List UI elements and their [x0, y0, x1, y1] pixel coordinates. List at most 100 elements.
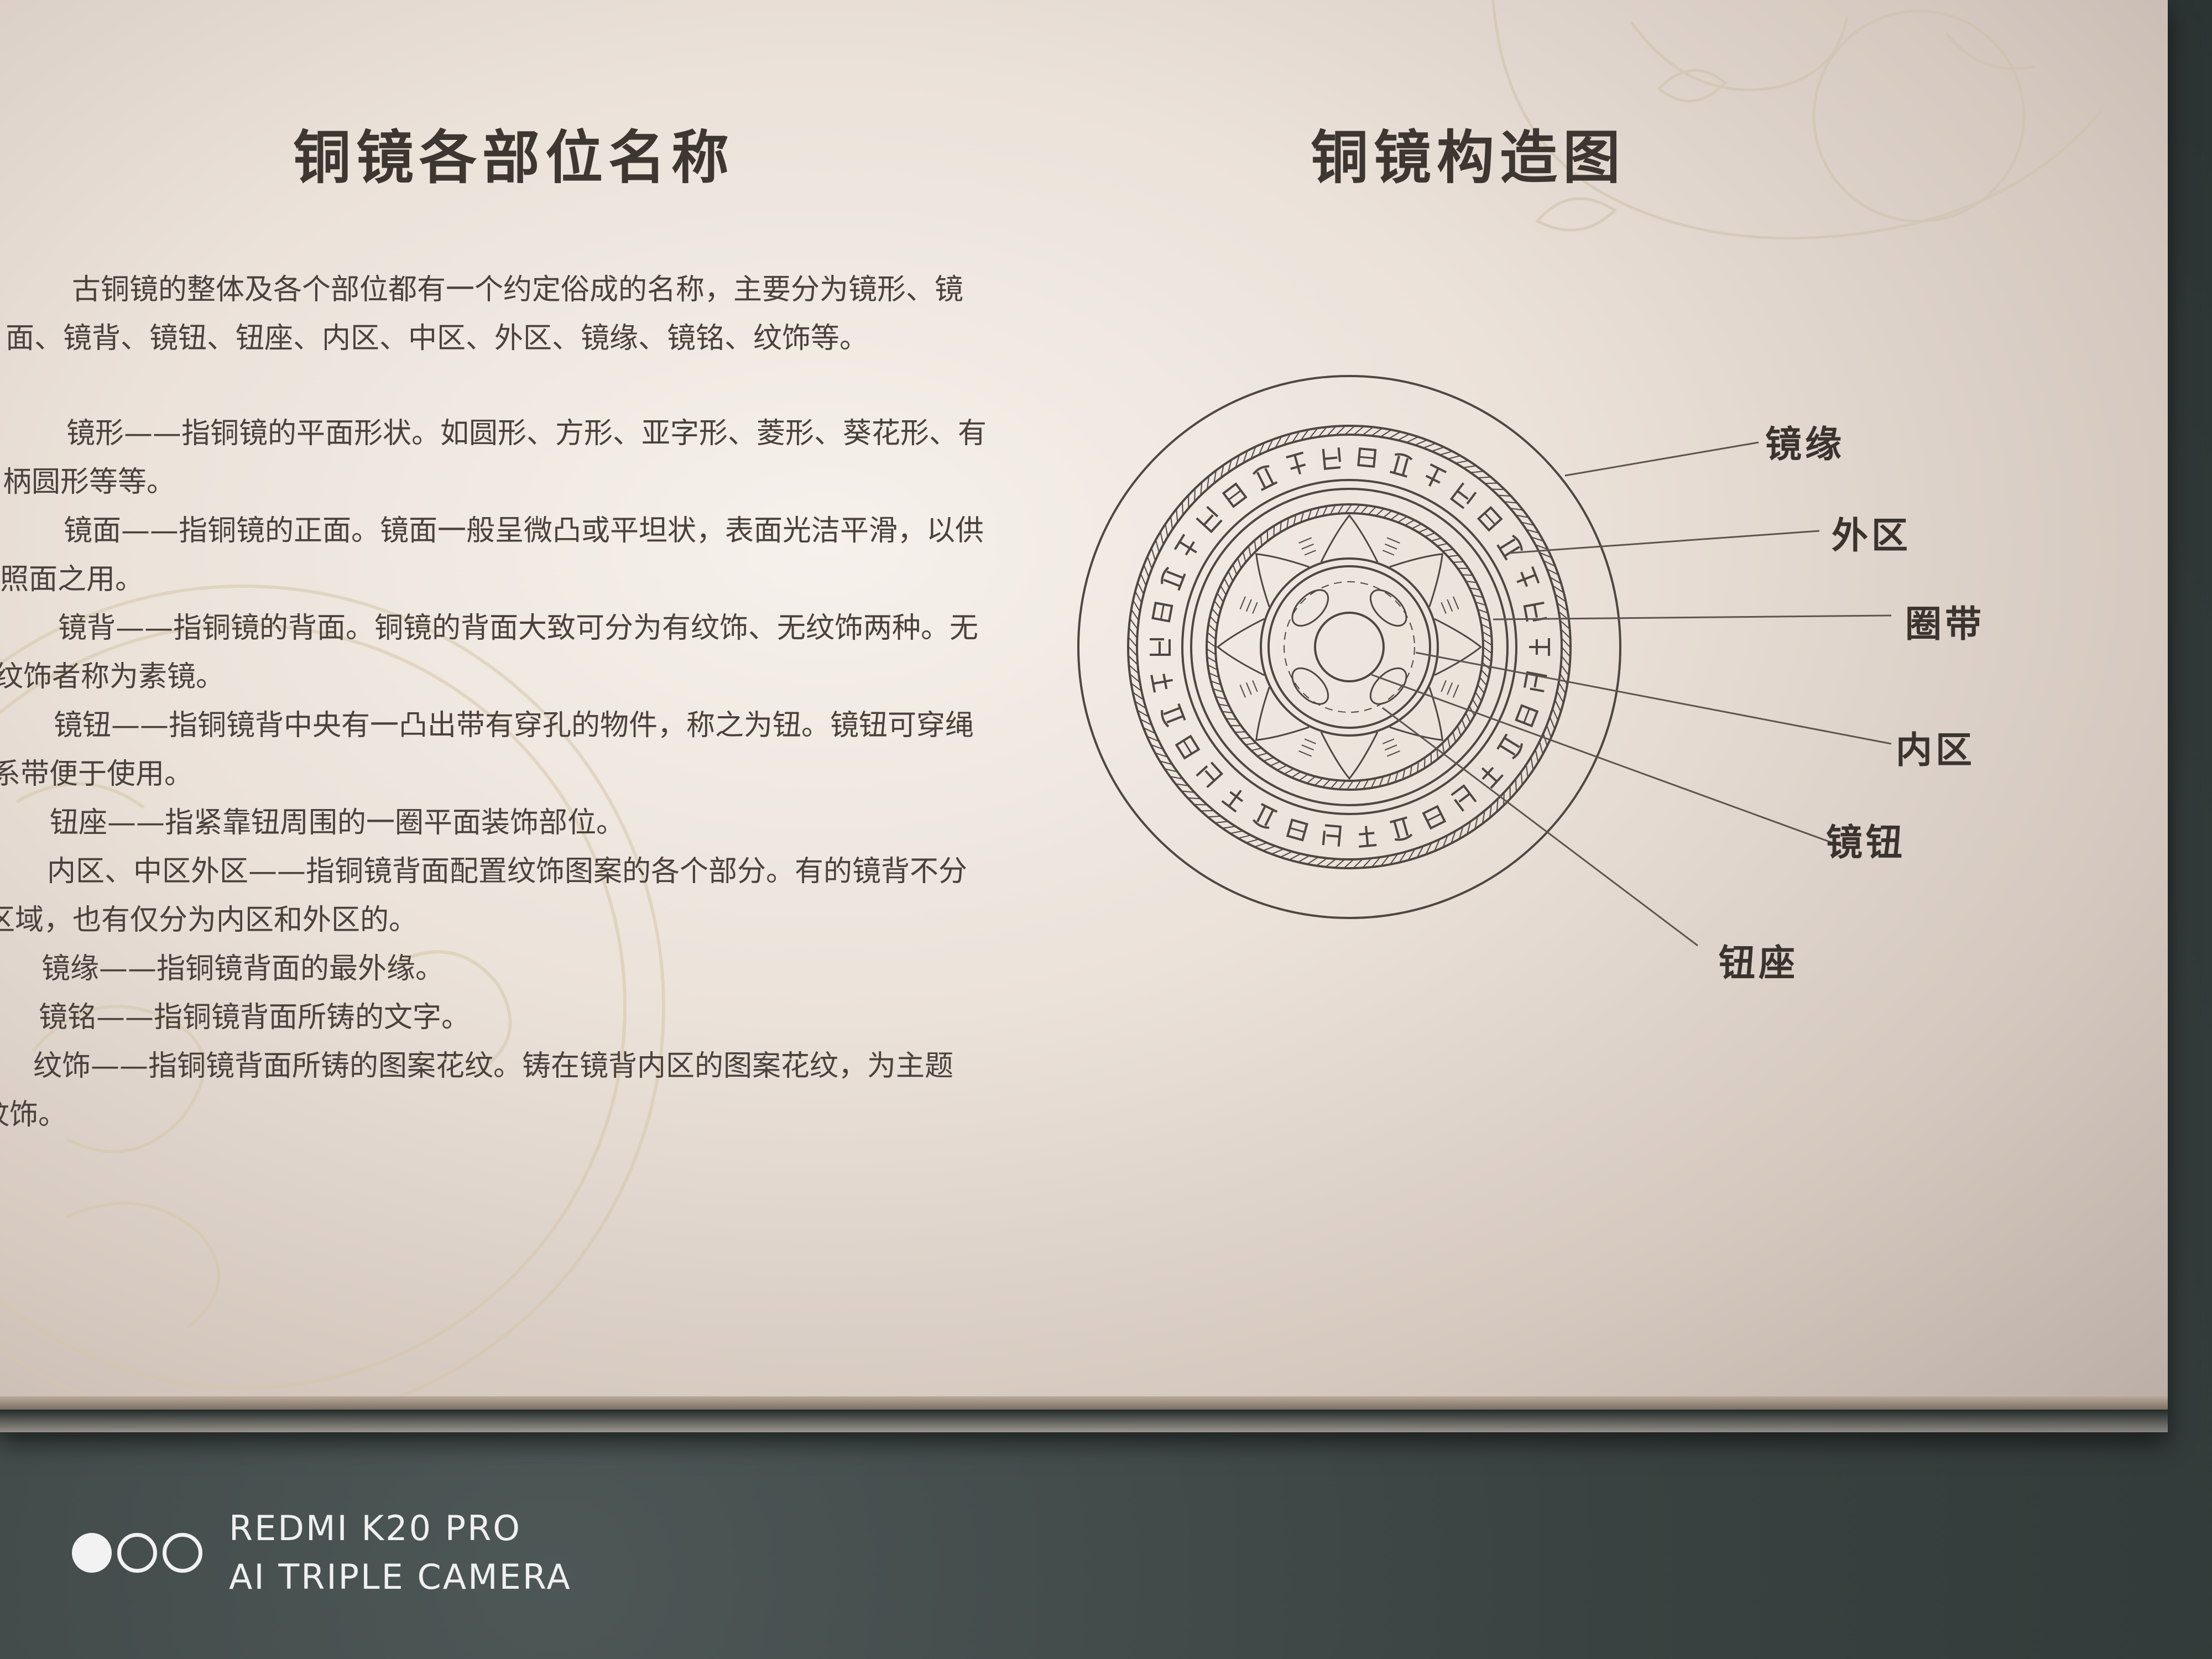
- band-hatch-mark: [1397, 516, 1407, 523]
- band-hatch-mark: [1206, 648, 1216, 655]
- band-hatch-mark: [1402, 768, 1406, 780]
- band-hatch-mark: [1353, 504, 1360, 514]
- label-rim: 镜缘: [1765, 422, 1845, 466]
- rim-hatch-mark: [1425, 842, 1432, 855]
- rim-hatch-mark: [1147, 556, 1152, 569]
- leader-line-inner-zone: [1415, 651, 1892, 745]
- rim-hatch-mark: [1442, 834, 1448, 848]
- rim-hatch-mark: [1498, 494, 1511, 497]
- definition-jingxing: 镜形——指铜镜的平面形状。如圆形、方形、亚字形、菱形、葵花形、有柄圆形等等。: [3, 409, 998, 507]
- band-hatch-mark: [1475, 691, 1482, 702]
- rim-hatch-mark: [1439, 451, 1453, 456]
- knob-base-leaf: [1291, 589, 1329, 627]
- rim-hatch-mark: [1389, 431, 1401, 439]
- petal-ornament: [1301, 744, 1314, 751]
- petal-ornament: [1386, 750, 1400, 757]
- rim-hatch-mark: [1334, 859, 1345, 868]
- band-hatch-mark: [1472, 698, 1479, 709]
- rim-hatch-mark: [1130, 682, 1142, 692]
- definition-text: 镜缘——指铜镜背面的最外缘。: [41, 952, 445, 985]
- petal-ornament: [1301, 543, 1314, 550]
- petal-ornament: [1245, 682, 1252, 695]
- petal-ornament: [1386, 537, 1400, 544]
- band-hatch-mark: [1481, 623, 1491, 630]
- band-hatch-mark: [1442, 743, 1445, 754]
- rim-hatch-mark: [1535, 749, 1539, 763]
- band-hatch-mark: [1346, 780, 1354, 790]
- band-hatch-mark: [1482, 654, 1492, 662]
- band-hatch-mark: [1477, 608, 1488, 614]
- leader-line-knob: [1371, 674, 1842, 847]
- band-hatch-mark: [1479, 616, 1490, 622]
- rim-hatch-mark: [1128, 646, 1138, 656]
- band-hatch-mark: [1242, 551, 1246, 563]
- rim-hatch-mark: [1416, 846, 1424, 858]
- inscription-glyph: [1496, 534, 1523, 561]
- rim-hatch-mark: [1160, 531, 1164, 545]
- rim-hatch-mark: [1335, 425, 1346, 436]
- label-inner-zone: 内区: [1896, 728, 1975, 771]
- band-hatch-mark: [1472, 594, 1484, 598]
- inscription-glyph: [1390, 816, 1413, 841]
- rim-hatch-mark: [1380, 429, 1392, 437]
- band-hatch-mark: [1232, 564, 1238, 575]
- rim-hatch-mark: [1143, 565, 1150, 578]
- petal-ornament: [1252, 602, 1258, 614]
- band-hatch-mark: [1448, 555, 1459, 557]
- rim-hatch-mark: [1525, 764, 1528, 778]
- definition-text: 内区、中区外区——指铜镜背面配置纹饰图案的各个部分。有的镜背不分区域，也有仅分为…: [0, 855, 968, 937]
- band-hatch-mark: [1345, 504, 1353, 514]
- rim-hatch-mark: [1155, 752, 1168, 758]
- rim-hatch-mark: [1291, 431, 1300, 443]
- rim-hatch-mark: [1489, 805, 1492, 818]
- rim-hatch-mark: [1288, 853, 1301, 860]
- rim-hatch-mark: [1481, 810, 1485, 824]
- rim-hatch-mark: [1325, 858, 1337, 868]
- rim-hatch-mark: [1243, 450, 1248, 463]
- intro-paragraph: 古铜镜的整体及各个部位都有一个约定俗成的名称，主要分为镜形、镜面、镜背、镜钮、钮…: [6, 273, 964, 355]
- rim-hatch-mark: [1129, 618, 1139, 630]
- band-hatch-mark: [1298, 774, 1308, 781]
- rim-hatch-mark: [1309, 427, 1318, 439]
- rim-hatch-mark: [1137, 709, 1149, 718]
- dot-icon: [117, 1533, 157, 1573]
- petal-ornament: [1239, 596, 1246, 610]
- band-hatch-mark: [1228, 571, 1234, 582]
- band-hatch-mark: [1306, 776, 1316, 784]
- rim-hatch-mark: [1521, 521, 1535, 526]
- band-hatch-mark: [1481, 631, 1492, 638]
- rim-hatch-mark: [1539, 552, 1552, 559]
- band-hatch-mark: [1314, 778, 1323, 786]
- rim-hatch-mark: [1561, 638, 1571, 648]
- inscription-glyph: [1322, 824, 1342, 847]
- band-hatch-mark: [1360, 505, 1369, 514]
- band-hatch-mark: [1222, 711, 1233, 713]
- rim-hatch-mark: [1283, 433, 1291, 446]
- rim-hatch-mark: [1133, 600, 1141, 612]
- band-hatch-mark: [1293, 514, 1297, 526]
- rim-hatch-mark: [1530, 757, 1534, 770]
- rim-hatch-mark: [1181, 790, 1195, 793]
- rim-hatch-mark: [1431, 446, 1444, 452]
- rim-hatch-mark: [1560, 664, 1569, 676]
- petal-ornament: [1304, 550, 1316, 556]
- definition-text: 镜面——指铜镜的正面。镜面一般呈微凸或平坦状，表面光洁平滑，以供照面之用。: [0, 514, 984, 596]
- rim-hatch-mark: [1207, 476, 1209, 489]
- band-hatch-mark: [1314, 507, 1320, 518]
- rim-hatch-mark: [1182, 502, 1184, 515]
- rim-hatch-mark: [1467, 821, 1472, 834]
- inscription-glyph: [1390, 453, 1413, 478]
- band-hatch-mark: [1263, 757, 1274, 762]
- band-hatch-mark: [1322, 505, 1328, 517]
- rim-hatch-mark: [1344, 425, 1355, 435]
- definition-niuzuo: 钮座——指紧靠钮周围的一圈平面装饰部位。: [0, 799, 984, 847]
- band-hatch-mark: [1218, 703, 1230, 707]
- leader-line-rim: [1564, 441, 1759, 477]
- petal-ornament: [1255, 552, 1310, 607]
- petal-ornament: [1252, 680, 1258, 692]
- inscription-glyph: [1151, 601, 1173, 623]
- band-hatch-mark: [1475, 601, 1486, 606]
- band-hatch-mark: [1330, 780, 1339, 789]
- rim-hatch-mark: [1474, 816, 1479, 830]
- band-hatch-mark: [1207, 664, 1218, 671]
